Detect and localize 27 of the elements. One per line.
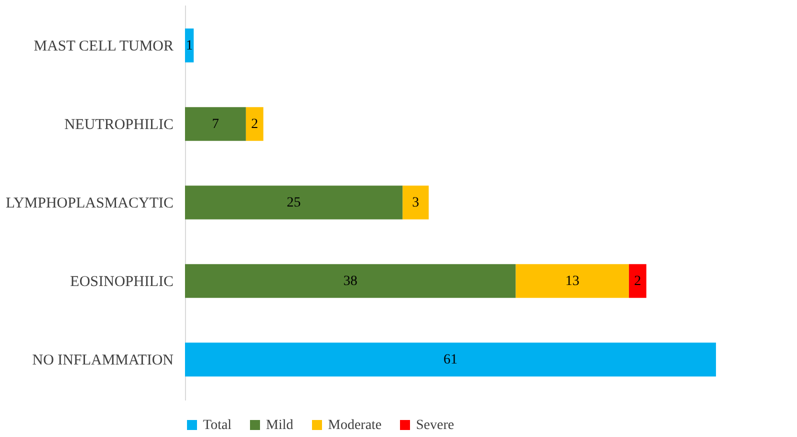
data-label: 38 [343, 274, 358, 290]
bar [516, 264, 629, 298]
data-label: 25 [286, 196, 301, 210]
data-label: 61 [443, 352, 458, 368]
bar [628, 264, 646, 298]
bar [246, 107, 264, 141]
data-label: 2 [634, 274, 642, 290]
legend-label: Total [203, 418, 232, 433]
y-tick-label: NEUTROPHILIC [64, 116, 174, 133]
data-label: 13 [565, 274, 580, 290]
bar [402, 186, 429, 220]
data-label: 3 [412, 196, 420, 210]
data-label: 7 [212, 116, 219, 132]
y-tick-label: MAST CELL TUMOR [34, 38, 174, 54]
bar [185, 186, 403, 220]
legend-label: Mild [266, 418, 294, 433]
bar [185, 342, 716, 376]
bar [185, 28, 194, 62]
data-label: 1 [186, 38, 193, 54]
bar [185, 264, 516, 298]
bar [185, 107, 246, 141]
legend-label: Moderate [328, 418, 382, 433]
y-tick-label: NO INFLAMMATION [32, 352, 174, 369]
y-tick-label: EOSINOPHILIC [70, 274, 174, 290]
y-tick-label: LYMPHOPLASMACYTIC [6, 196, 174, 212]
data-label: 2 [251, 116, 258, 132]
legend-label: Severe [416, 418, 454, 433]
